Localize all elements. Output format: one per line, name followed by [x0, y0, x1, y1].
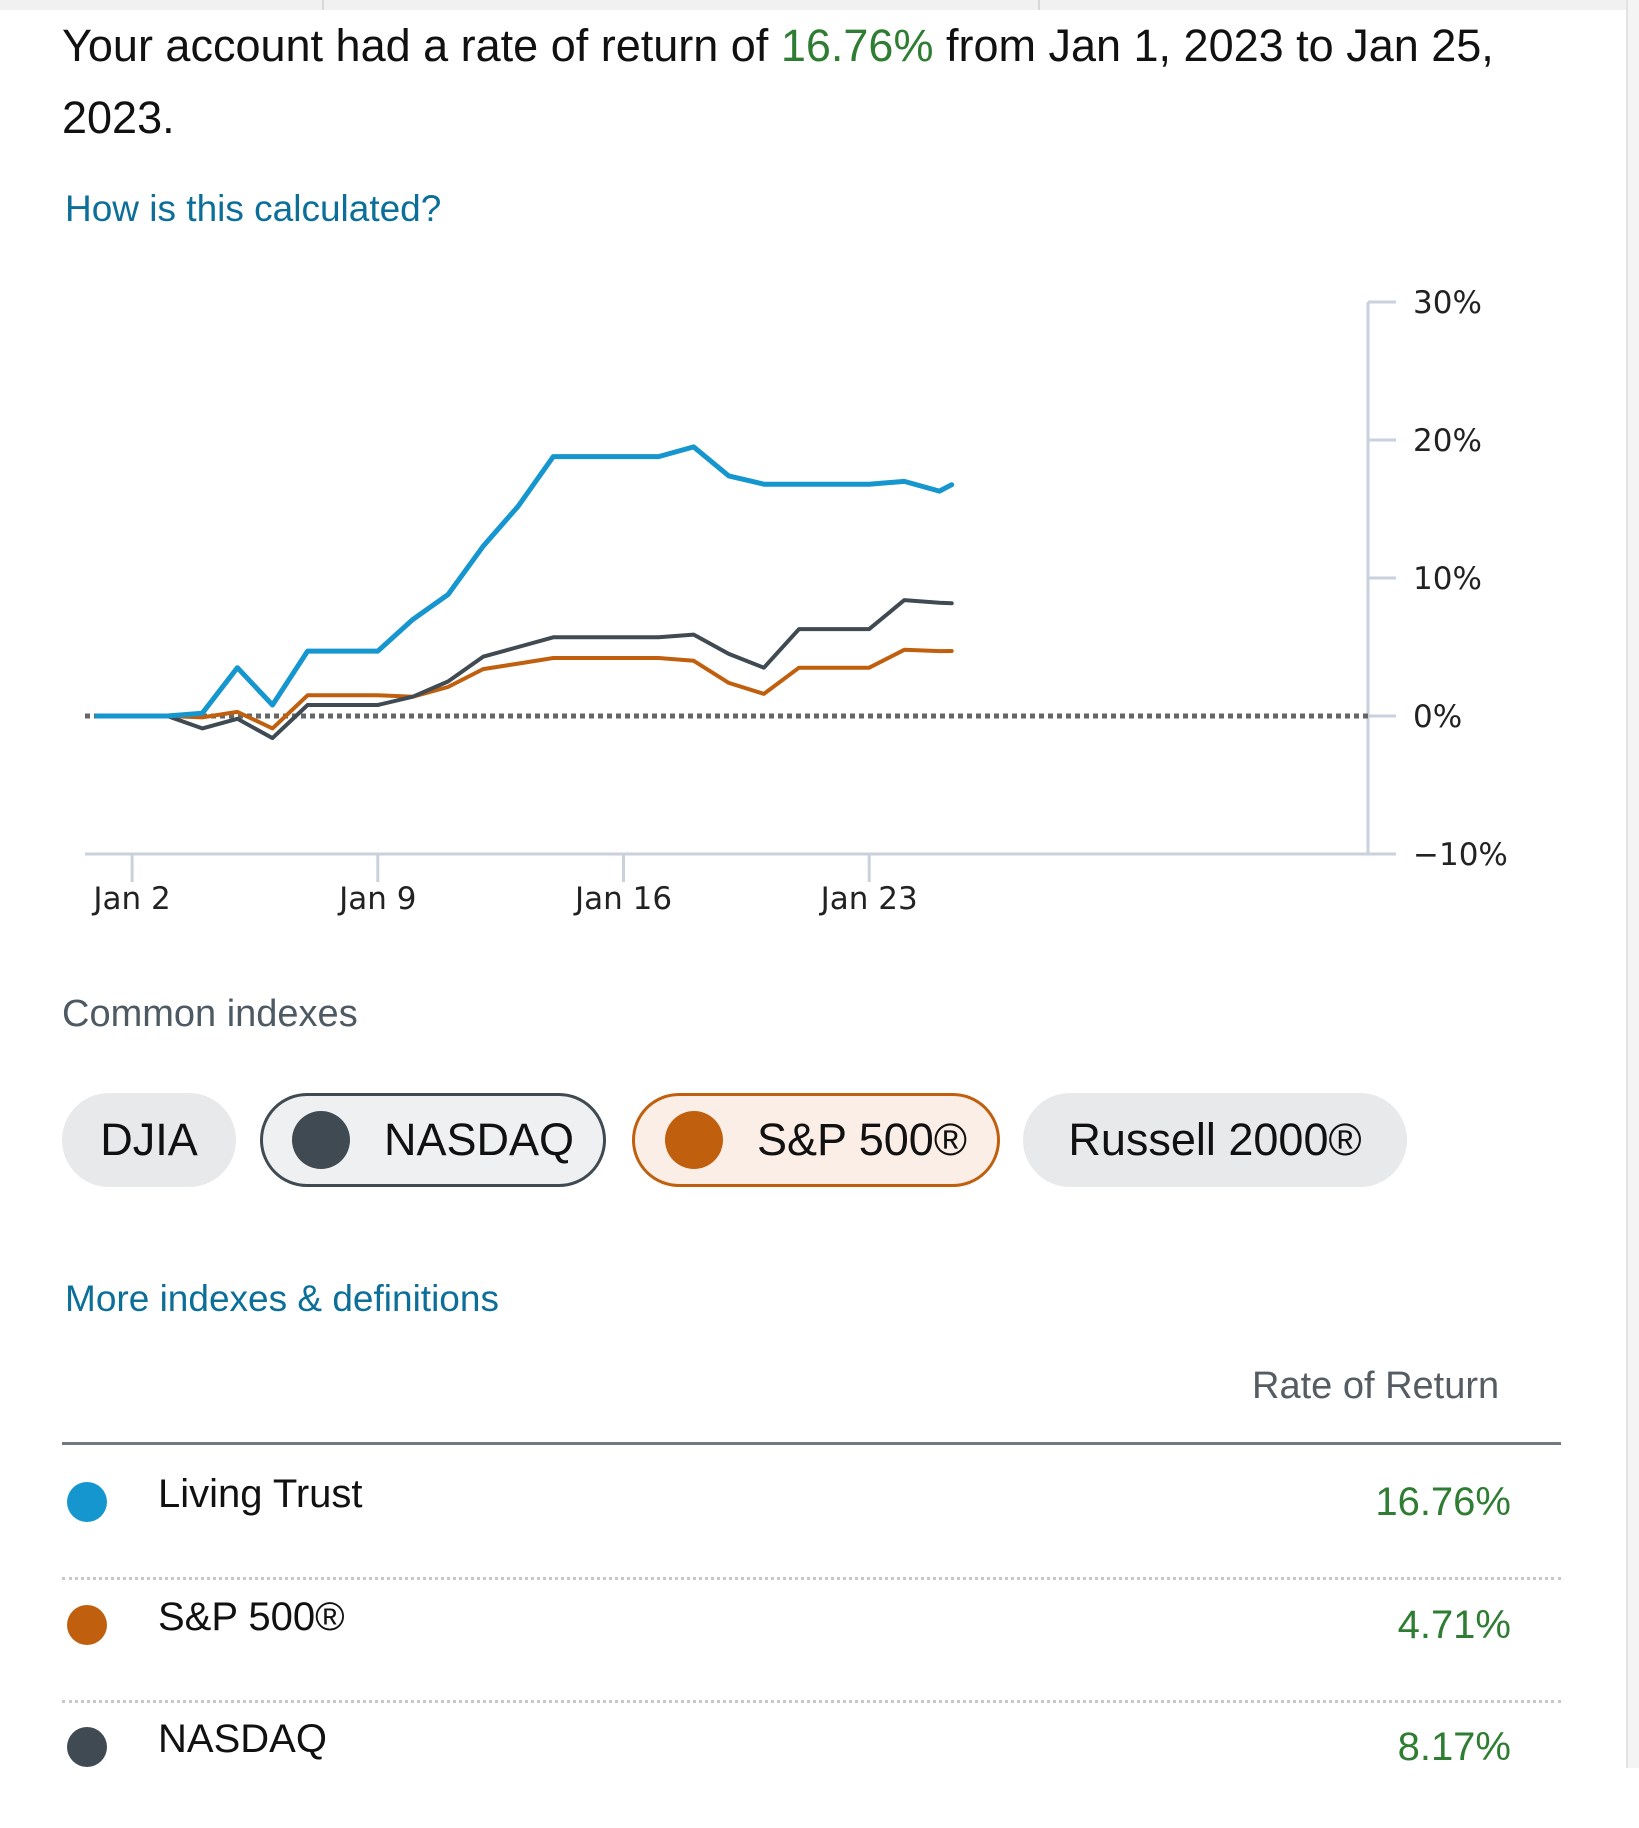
row-divider [62, 1700, 1561, 1703]
series-line [95, 647, 954, 731]
row-name: NASDAQ [158, 1717, 327, 1761]
pill-label: Russell 2000® [1068, 1114, 1362, 1165]
pill-label: NASDAQ [383, 1114, 575, 1165]
living-trust-dot-icon [67, 1482, 107, 1522]
y-tick-label: −10% [1413, 837, 1508, 873]
table-row: S&P 500® 4.71% [62, 1583, 1561, 1706]
top-strip-segment [324, 0, 1040, 10]
x-tick-label: Jan 9 [337, 881, 416, 917]
index-pill-sp500[interactable]: S&P 500® [632, 1093, 1000, 1187]
sp500-color-dot-icon [665, 1111, 723, 1169]
summary-rate: 16.76% [780, 20, 934, 71]
nasdaq-color-dot-icon [291, 1111, 350, 1169]
row-name: S&P 500® [158, 1595, 345, 1639]
row-value: 16.76% [1375, 1480, 1511, 1524]
y-tick-label: 20% [1413, 423, 1482, 459]
how-calculated-link[interactable]: How is this calculated? [65, 188, 442, 229]
y-tick-label: 0% [1413, 699, 1462, 735]
y-tick-label: 30% [1413, 285, 1482, 321]
table-row: Living Trust 16.76% [62, 1460, 1561, 1583]
series-line [94, 444, 955, 719]
sp500-dot-icon [67, 1605, 107, 1645]
x-tick-label: Jan 16 [573, 881, 672, 917]
page-right-edge [1626, 0, 1639, 1768]
x-tick-label: Jan 23 [819, 881, 918, 917]
rate-of-return-header: Rate of Return [1252, 1365, 1500, 1407]
summary-prefix: Your account had a rate of return of [62, 20, 781, 71]
row-value: 4.71% [1397, 1603, 1511, 1647]
pill-label: S&P 500® [757, 1114, 967, 1165]
rate-of-return-chart: 30% 20% 10% 0% −10% Jan 2 Jan 9 Jan 16 Jan 23 [85, 285, 1508, 917]
series-line [95, 598, 954, 741]
index-pill-russell-2000[interactable]: Russell 2000® [1023, 1093, 1407, 1187]
index-pill-djia[interactable]: DJIA [62, 1093, 236, 1187]
more-indexes-link[interactable]: More indexes & definitions [65, 1278, 499, 1319]
chart-labels: 30% 20% 10% 0% −10% Jan 2 Jan 9 Jan 16 Jan 23 [91, 285, 1507, 917]
x-tick-label: Jan 2 [91, 881, 170, 917]
browser-top-strip [0, 0, 1639, 10]
summary-suffix: from Jan 1, 2023 to Jan 25, 2023. [62, 20, 1494, 143]
row-name: Living Trust [158, 1472, 363, 1516]
nasdaq-dot-icon [67, 1727, 107, 1767]
index-pill-nasdaq[interactable]: NASDAQ [260, 1093, 606, 1187]
pill-label: DJIA [100, 1114, 198, 1165]
chart-axes [85, 300, 1396, 882]
top-strip-segment [1040, 0, 1628, 10]
table-header-rule [62, 1442, 1561, 1445]
common-indexes-label: Common indexes [62, 993, 358, 1035]
y-tick-label: 10% [1413, 561, 1482, 597]
row-value: 8.17% [1397, 1725, 1511, 1769]
top-strip-segment [0, 0, 324, 10]
table-row: NASDAQ 8.17% [62, 1705, 1561, 1828]
chart-series [94, 444, 955, 741]
rate-of-return-summary: Your account had a rate of return of 16.… [62, 10, 1562, 154]
row-divider [62, 1577, 1561, 1580]
